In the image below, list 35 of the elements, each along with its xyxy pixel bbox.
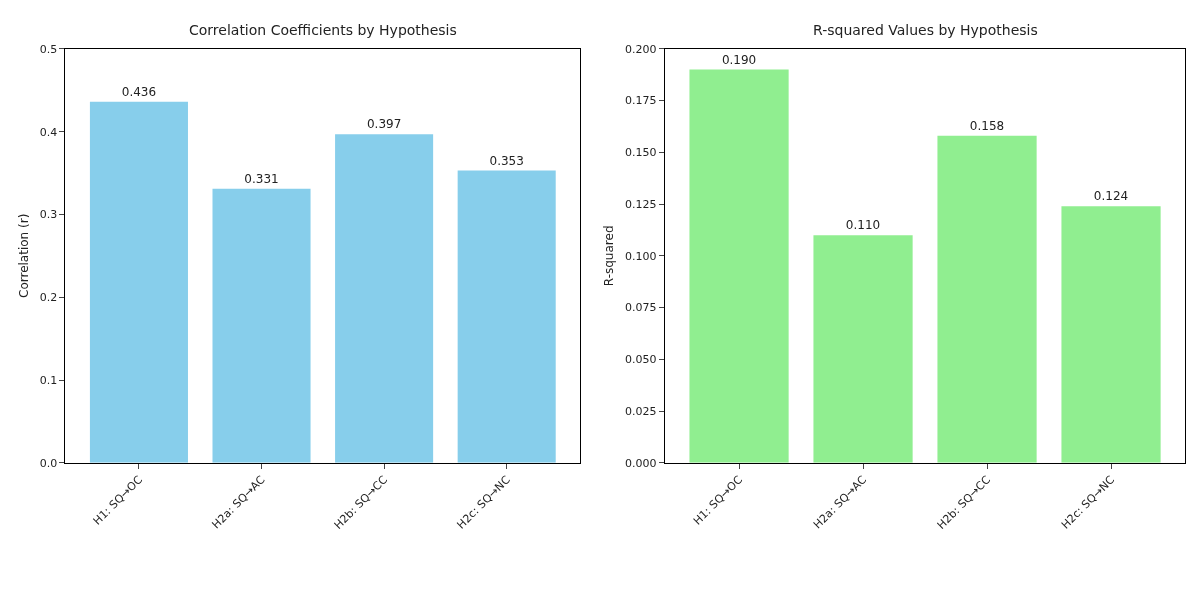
y-axis-title: R-squared <box>602 225 617 287</box>
data-label: 0.110 <box>845 218 881 233</box>
data-label: 0.158 <box>969 118 1005 133</box>
data-label: 0.397 <box>366 117 402 132</box>
y-tick-label: 0.200 <box>624 42 657 56</box>
y-tick-label: 0.175 <box>624 94 657 108</box>
bar <box>89 101 188 463</box>
data-label: 0.190 <box>721 52 757 67</box>
y-tick-label: 0.4 <box>39 125 58 139</box>
y-tick-label: 0.150 <box>624 146 657 160</box>
chart-title: Correlation Coefficients by Hypothesis <box>189 22 457 38</box>
y-tick-label: 0.1 <box>39 373 58 387</box>
y-tick-label: 0.125 <box>624 197 657 211</box>
bar <box>335 134 434 463</box>
bar <box>689 69 789 463</box>
y-tick-label: 0.5 <box>39 42 58 56</box>
bar <box>457 170 556 463</box>
bar <box>1061 206 1161 463</box>
y-tick-label: 0.100 <box>624 249 657 263</box>
bar <box>813 235 913 463</box>
y-tick-label: 0.025 <box>624 404 657 418</box>
data-label: 0.124 <box>1093 189 1129 204</box>
y-tick-label: 0.075 <box>624 301 657 315</box>
data-label: 0.353 <box>489 153 524 168</box>
chart-title: R-squared Values by Hypothesis <box>813 22 1038 38</box>
bar <box>937 135 1037 463</box>
y-tick-label: 0.050 <box>624 353 657 367</box>
y-tick-label: 0.3 <box>39 208 58 222</box>
data-label: 0.436 <box>121 84 157 99</box>
y-tick-label: 0.2 <box>39 291 58 305</box>
y-tick-label: 0.0 <box>39 456 58 470</box>
y-axis-title: Correlation (r) <box>17 213 31 298</box>
data-label: 0.331 <box>244 171 279 186</box>
y-tick-label: 0.000 <box>624 456 657 470</box>
bar <box>212 188 311 463</box>
